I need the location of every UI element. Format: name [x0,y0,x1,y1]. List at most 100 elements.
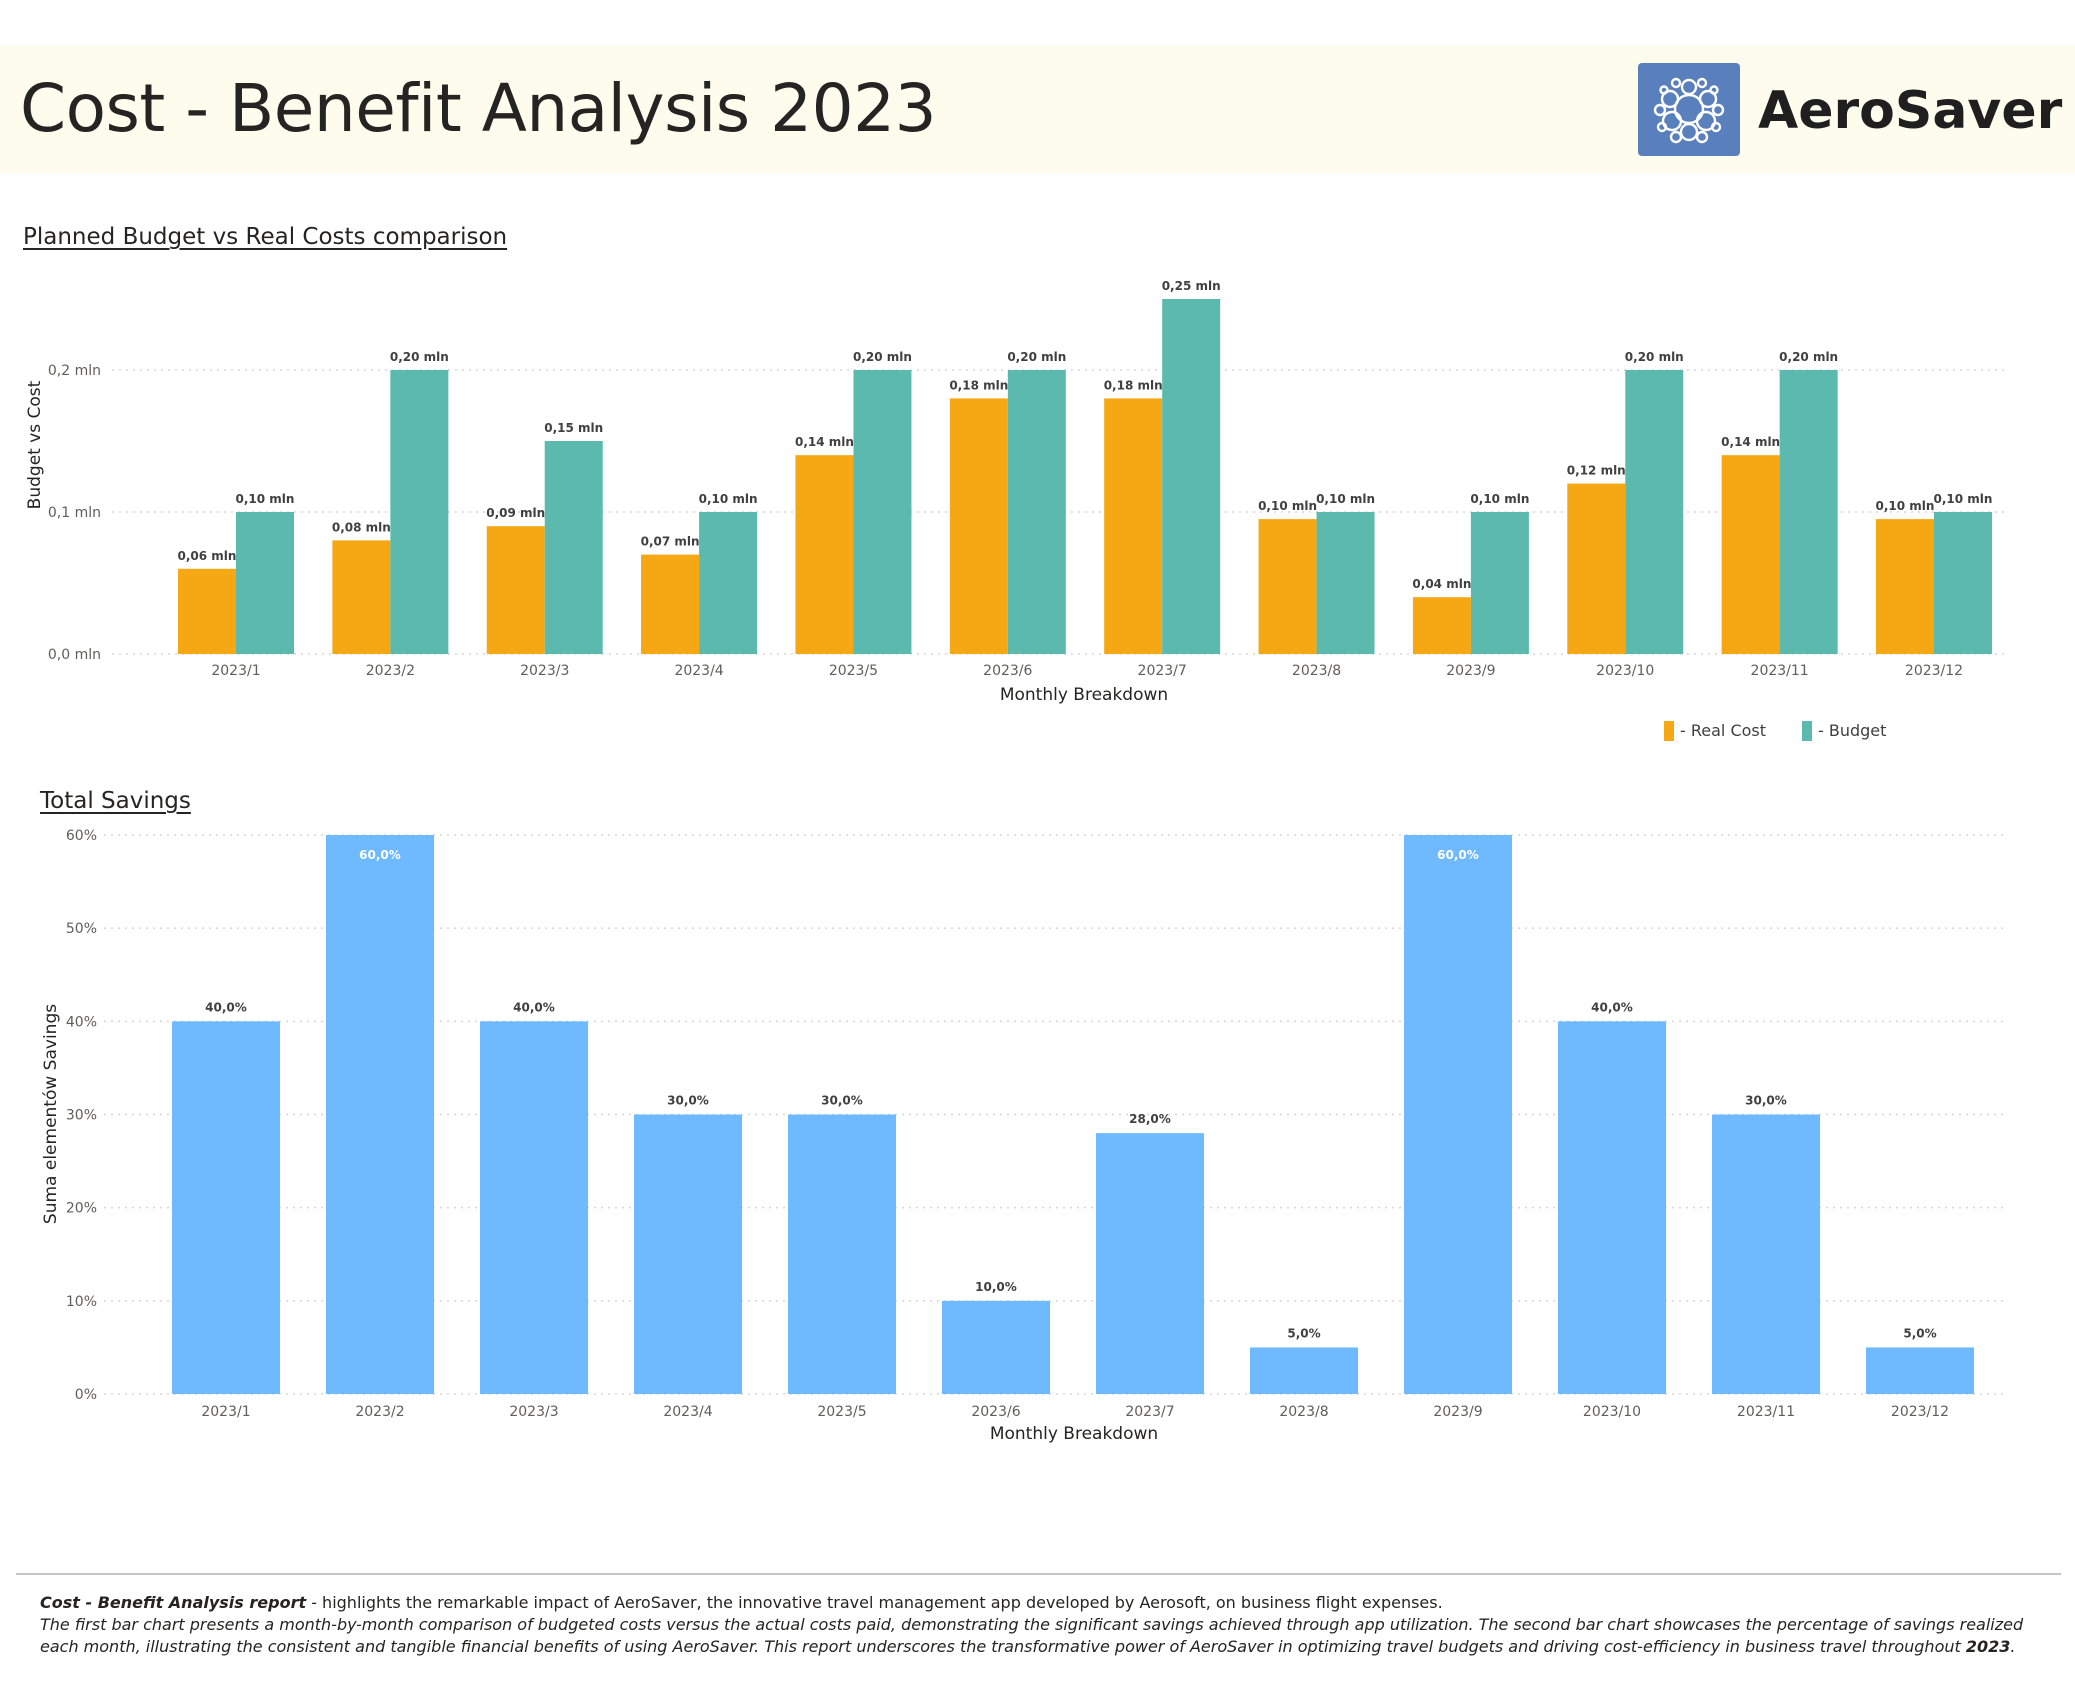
logo-bubble [1670,77,1682,89]
bar-budget [1162,299,1221,654]
x-tick-label: 2023/12 [1891,1404,1949,1420]
logo-bubble [1660,89,1680,109]
logo-bubble [1710,121,1722,133]
y-tick-label: 30% [66,1108,97,1124]
data-label: 0,10 mln [1316,492,1375,506]
bar-savings [1250,1347,1358,1394]
footer-body: The first bar chart presents a month-by-… [40,1615,2024,1656]
logo-bubble [1709,85,1719,95]
data-label: 0,20 mln [1779,350,1838,364]
bar-budget [1316,512,1375,654]
x-tick-label: 2023/7 [1125,1404,1174,1420]
bar-real-cost [1876,519,1934,654]
x-tick-label: 2023/5 [829,663,878,679]
bar-savings [1404,835,1512,1394]
bar-budget [853,370,912,654]
bar-savings [480,1021,588,1394]
bar-real-cost [1567,483,1626,654]
budget-vs-cost-chart: 0,0 mln 0,1 mln 0,2 mln 0,06 mln 0,10 mln 202… [25,279,2005,741]
bar-real-cost [795,455,854,654]
y-tick-label: 0,2 mln [48,363,101,379]
x-tick-label: 2023/12 [1905,663,1963,679]
logo-bubble [1659,85,1669,95]
bar-budget [1007,370,1066,654]
data-label: 28,0% [1129,1112,1171,1126]
data-label: 0,09 mln [486,506,545,520]
bar-savings [942,1300,1050,1394]
data-label: 5,0% [1903,1326,1936,1340]
bar-savings [1558,1021,1666,1394]
x-tick-label: 2023/1 [211,663,260,679]
data-label: 0,18 mln [1104,378,1163,392]
data-label: 0,10 mln [699,492,758,506]
data-label: 0,04 mln [1412,577,1471,591]
data-label: 0,20 mln [1007,350,1066,364]
legend-label: - Budget [1818,721,1886,740]
x-tick-label: 2023/11 [1737,1404,1795,1420]
data-label: 10,0% [975,1280,1017,1294]
data-label: 40,0% [1591,1000,1633,1014]
x-tick-label: 2023/2 [366,663,415,679]
footer-lead-rest: - highlights the remarkable impact of Ae… [306,1593,1443,1612]
data-label: 0,10 mln [1934,492,1993,506]
x-tick-label: 2023/2 [355,1404,404,1420]
x-axis-title: Monthly Breakdown [1000,685,1168,705]
legend-swatch [1664,721,1674,741]
chart1-title: Planned Budget vs Real Costs comparison [23,224,508,250]
y-tick-label: 0% [75,1387,97,1403]
footer-end: . [2010,1637,2016,1656]
data-label: 0,07 mln [641,535,700,549]
x-tick-label: 2023/7 [1138,663,1187,679]
data-label: 30,0% [821,1094,863,1108]
y-tick-label: 0,0 mln [48,647,101,663]
footer-year: 2023 [1965,1637,2011,1656]
logo-bubble [1696,77,1708,89]
data-label: 0,10 mln [1470,492,1529,506]
bar-budget [699,512,758,654]
y-axis-title: Suma elementów Savings [41,1004,61,1224]
bar-savings [1712,1114,1820,1394]
data-label: 0,20 mln [1625,350,1684,364]
logo-bubble [1698,89,1718,109]
total-savings-chart: 0% 10% 20% 30% 40% 50% 60% 40,0% 2023/1 60,0% 2023… [41,828,2005,1444]
logo-bubble [1669,130,1683,144]
data-label: 0,10 mln [1876,499,1935,513]
bar-savings [1866,1347,1974,1394]
bar-budget [1470,512,1529,654]
logo-bubble [1673,93,1705,125]
bar-real-cost [332,540,391,654]
data-label: 0,20 mln [853,350,912,364]
logo-bubble [1679,122,1699,142]
data-label: 30,0% [1745,1094,1787,1108]
x-tick-label: 2023/8 [1292,663,1341,679]
bar-real-cost [1721,455,1780,654]
chart2-title: Total Savings [40,788,191,814]
logo-bubble [1680,78,1698,96]
footer-description: Cost - Benefit Analysis report - highlig… [40,1592,2030,1658]
data-label: 0,14 mln [795,435,854,449]
legend-label: - Real Cost [1680,721,1766,740]
data-label: 0,08 mln [332,520,391,534]
x-tick-label: 2023/6 [983,663,1032,679]
data-label: 0,14 mln [1721,435,1780,449]
bar-savings [788,1114,896,1394]
data-label: 40,0% [513,1000,555,1014]
logo-bubble [1711,103,1725,117]
x-tick-label: 2023/11 [1751,663,1809,679]
x-tick-label: 2023/9 [1433,1404,1482,1420]
bar-budget [390,370,449,654]
bar-real-cost [178,568,236,654]
bar-budget [1625,370,1684,654]
data-label: 30,0% [667,1094,709,1108]
x-tick-label: 2023/8 [1279,1404,1328,1420]
data-label: 0,12 mln [1567,464,1626,478]
x-tick-label: 2023/10 [1583,1404,1641,1420]
bar-real-cost [641,554,700,654]
data-label: 60,0% [1437,848,1479,862]
bar-savings [326,835,434,1394]
data-label: 0,10 mln [236,492,295,506]
data-label: 5,0% [1287,1326,1320,1340]
data-label: 0,20 mln [390,350,449,364]
bar-budget [236,512,294,654]
x-axis-title: Monthly Breakdown [990,1424,1158,1444]
